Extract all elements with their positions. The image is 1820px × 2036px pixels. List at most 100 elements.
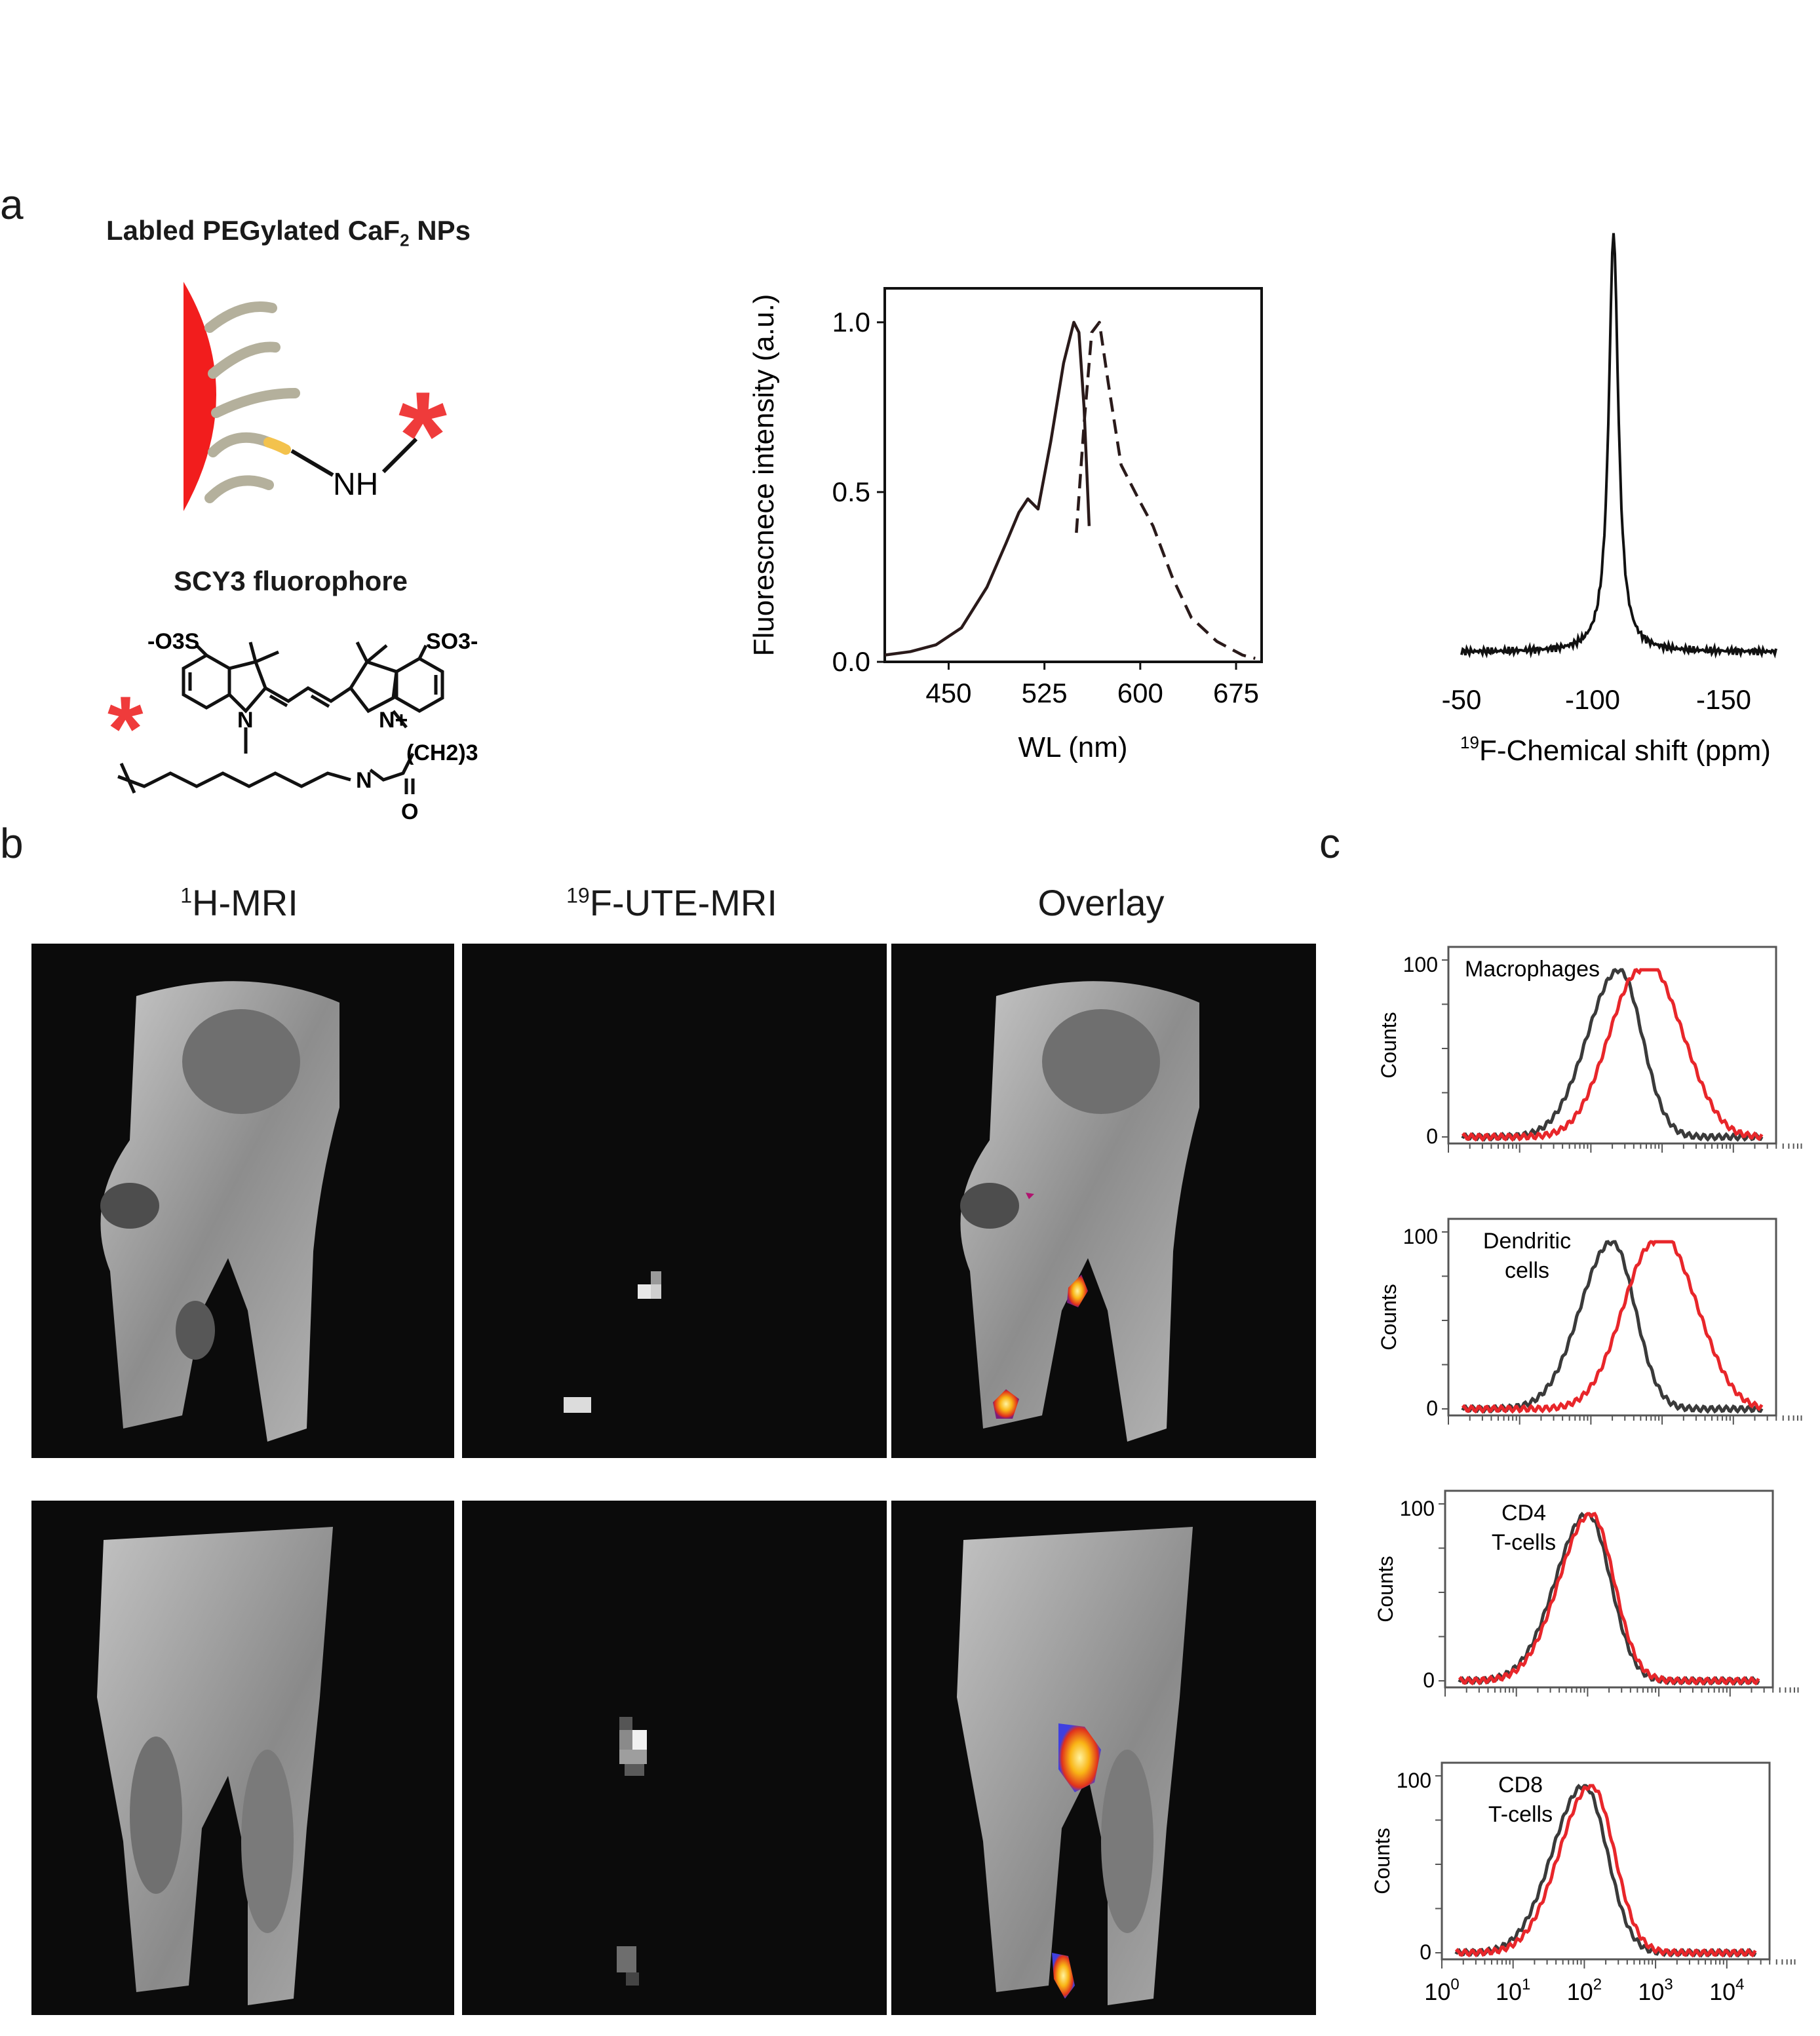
panel-letter-c: c	[1319, 820, 1340, 867]
label-n-amide: N	[356, 768, 372, 793]
histogram-label: CD4	[1501, 1501, 1546, 1526]
histogram-x-tick-label: 101	[1496, 1976, 1530, 2005]
histogram-x-tick-exponent: 0	[1450, 1976, 1459, 1993]
fluorescence-y-tick-label: 1.0	[832, 307, 870, 337]
histogram-x-tick-exponent: 1	[1522, 1976, 1530, 1993]
label-n-left: N	[237, 708, 254, 733]
linker-bond-left	[290, 449, 334, 477]
linker-tip	[263, 437, 291, 455]
histogram-y-max-label: 100	[1403, 1225, 1438, 1248]
mri-overlay-row2	[891, 1501, 1316, 2015]
nmr-x-label-sup: 19	[1460, 733, 1479, 752]
nanoparticle-title-end: NPs	[409, 215, 471, 246]
mouse-anatomy-row1	[100, 981, 340, 1442]
fluorescence-y-tick-label: 0.5	[832, 476, 870, 507]
histogram-x-tick-base: 10	[1638, 1978, 1664, 2005]
nmr-x-tick-label: -150	[1696, 684, 1751, 715]
histogram-label: Dendritic	[1483, 1229, 1571, 1254]
histogram-x-tick-label: 104	[1709, 1976, 1744, 2005]
nanoparticle-title-text: Labled PEGylated CaF	[106, 215, 400, 246]
mouse-anatomy-row2	[97, 1527, 333, 2005]
histogram-x-tick-base: 10	[1709, 1978, 1735, 2005]
histogram-label: CD8	[1498, 1773, 1543, 1797]
histogram-y-zero-label: 0	[1426, 1396, 1438, 1420]
nmr-x-tick-label: -50	[1442, 684, 1481, 715]
fluorine-signal-row1	[564, 1271, 661, 1413]
overlay-image-row2	[957, 1527, 1193, 2005]
nanoparticle-shell	[184, 282, 216, 511]
histogram-y-zero-label: 0	[1420, 1940, 1431, 1964]
overlay-image-row1	[960, 981, 1199, 1442]
fluorine-signal-row2	[617, 1717, 647, 1986]
nanoparticle-title-subscript: 2	[400, 230, 410, 250]
histogram-y-label: Counts	[1377, 1012, 1401, 1078]
nanoparticle-schematic: NH *	[184, 282, 447, 511]
hotspot-3	[1058, 1723, 1101, 1792]
histogram-y-label: Counts	[1377, 1284, 1401, 1350]
emission-series-line	[1075, 320, 1256, 660]
col-title-overlay-text: Overlay	[1037, 882, 1165, 923]
histogram-labeled-curve	[1461, 1240, 1764, 1414]
col-title-overlay: Overlay	[891, 881, 1311, 924]
histogram-x-tick-exponent: 3	[1664, 1976, 1673, 1993]
histogram-y-zero-label: 0	[1426, 1124, 1438, 1148]
fluorescence-x-tick-label: 525	[1022, 678, 1068, 708]
hotspot-4	[1052, 1953, 1075, 1999]
histogram-labeled-curve	[1461, 968, 1764, 1142]
asterisk-red-small: *	[107, 677, 144, 780]
col-title-h-mri-sup: 1	[180, 883, 193, 908]
mri-f-row1	[462, 944, 887, 1458]
nmr-chart: -50 -100 -150 19F-Chemical shift (ppm)	[1442, 233, 1777, 767]
col-title-h-mri: 1H-MRI	[29, 881, 449, 924]
histogram-x-tick-exponent: 4	[1735, 1976, 1744, 1993]
fluorescence-x-label: WL (nm)	[1018, 731, 1127, 763]
histogram-y-label: Counts	[1374, 1556, 1397, 1622]
fluorescence-x-tick-label: 675	[1213, 678, 1259, 708]
nmr-x-tick-label: -100	[1565, 684, 1620, 715]
asterisk-red-large: *	[398, 366, 447, 505]
fluorescence-y-tick-label: 0.0	[832, 646, 870, 677]
mri-overlay-row1	[891, 944, 1316, 1458]
histogram-label: T-cells	[1488, 1802, 1553, 1827]
histogram-1: 100 0 Counts Dendritic cells	[1377, 1218, 1802, 1425]
fluorophore-title: SCY3 fluorophore	[174, 566, 408, 596]
nmr-x-label: 19F-Chemical shift (ppm)	[1460, 733, 1771, 767]
col-title-f-ute-mri-text: F-UTE-MRI	[589, 882, 777, 923]
panel-letter-a: a	[0, 181, 24, 228]
histogram-x-tick-label: 103	[1638, 1976, 1673, 2005]
label-o: O	[401, 799, 418, 824]
fluorescence-plot-frame	[883, 287, 1263, 663]
nh-label: NH	[333, 467, 378, 502]
histogram-labeled-curve	[1454, 1784, 1757, 1958]
histogram-x-tick-base: 10	[1424, 1978, 1450, 2005]
fluorescence-chart: 450 525 600 675 0.0 0.5 1.0 Fluorescnece inten…	[748, 287, 1263, 763]
hotspot-1	[1067, 1275, 1088, 1307]
scy3-structure: * -O3S SO3- N N+ (CH2)3 N O	[107, 629, 478, 824]
histogram-y-max-label: 100	[1400, 1497, 1435, 1520]
col-title-f-ute-mri-sup: 19	[566, 883, 590, 908]
mri-h-row2	[31, 1501, 454, 2015]
histogram-label: cells	[1505, 1258, 1549, 1283]
col-title-h-mri-text: H-MRI	[192, 882, 298, 923]
histogram-labeled-curve	[1458, 1512, 1760, 1686]
label-ch2: (CH2)3	[406, 740, 478, 765]
mri-f-row2	[462, 1501, 887, 2015]
linker-bond-right	[381, 437, 418, 474]
label-right-sulfonate: SO3-	[426, 629, 478, 654]
histogram-0: 100 0 Counts Macrophages	[1377, 946, 1802, 1153]
histogram-y-zero-label: 0	[1423, 1668, 1435, 1692]
histogram-label: Macrophages	[1465, 957, 1600, 982]
flow-cytometry-panel: 1000CountsMacrophages1000CountsDendritic…	[1370, 946, 1802, 2005]
label-n-right: N+	[379, 708, 408, 733]
histogram-x-tick-base: 10	[1496, 1978, 1522, 2005]
fluorescence-x-tick-label: 450	[925, 678, 971, 708]
histogram-y-label: Counts	[1370, 1828, 1394, 1894]
structure-bonds	[117, 641, 444, 794]
histogram-frame	[1441, 1761, 1771, 1961]
histogram-x-tick-label: 102	[1567, 1976, 1602, 2005]
histogram-y-max-label: 100	[1397, 1769, 1431, 1792]
col-title-f-ute-mri: 19F-UTE-MRI	[462, 881, 881, 924]
fluorescence-y-label: Fluorescnece intensity (a.u.)	[748, 294, 780, 657]
histogram-frame	[1444, 1489, 1774, 1689]
